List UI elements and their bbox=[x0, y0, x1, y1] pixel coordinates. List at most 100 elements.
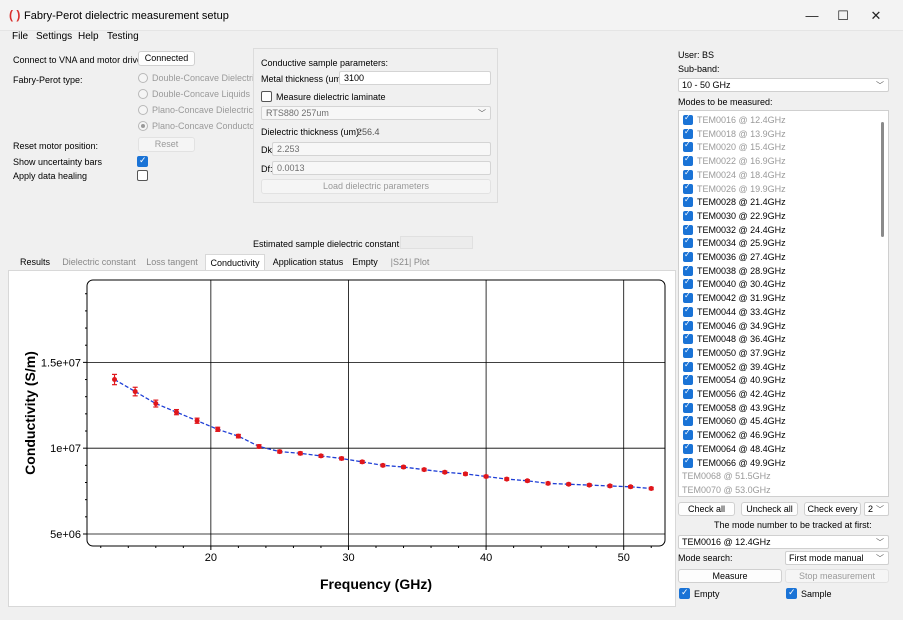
menu-testing[interactable]: Testing bbox=[107, 31, 139, 42]
list-item[interactable]: TEM0018 @ 13.9GHz bbox=[679, 127, 879, 142]
mode-checkbox[interactable] bbox=[683, 387, 693, 399]
mode-checkbox[interactable] bbox=[683, 319, 693, 331]
tab-empty[interactable]: Empty bbox=[352, 257, 378, 267]
list-item[interactable]: TEM0032 @ 24.4GHz bbox=[679, 223, 879, 238]
mode-checkbox[interactable] bbox=[683, 236, 693, 249]
list-item[interactable]: TEM0042 @ 31.9GHz bbox=[679, 291, 879, 306]
mode-checkbox[interactable] bbox=[683, 332, 693, 345]
list-item[interactable]: TEM0062 @ 46.9GHz bbox=[679, 428, 879, 443]
list-item[interactable]: TEM0048 @ 36.4GHz bbox=[679, 332, 879, 347]
list-item[interactable]: TEM0052 @ 39.4GHz bbox=[679, 360, 879, 375]
check-all-button[interactable]: Check all bbox=[678, 502, 735, 516]
list-item[interactable]: TEM0036 @ 27.4GHz bbox=[679, 250, 879, 265]
close-button[interactable]: ✕ bbox=[870, 8, 882, 23]
list-item[interactable]: TEM0046 @ 34.9GHz bbox=[679, 319, 879, 334]
mode-checkbox[interactable] bbox=[683, 182, 693, 194]
tab-results[interactable]: Results bbox=[19, 257, 50, 267]
df-input[interactable]: 0.0013 bbox=[272, 161, 491, 175]
list-item[interactable]: TEM0026 @ 19.9GHz bbox=[679, 182, 879, 197]
mode-checkbox[interactable] bbox=[683, 428, 693, 441]
stop-measurement-button[interactable]: Stop measurement bbox=[785, 569, 889, 583]
tab-loss-tangent[interactable]: Loss tangent bbox=[146, 257, 198, 267]
mode-checkbox[interactable] bbox=[683, 154, 693, 167]
check-every-select[interactable]: 2 ﹀ bbox=[864, 502, 889, 516]
list-item[interactable]: TEM0028 @ 21.4GHz bbox=[679, 195, 879, 210]
list-item[interactable]: TEM0016 @ 12.4GHz bbox=[679, 113, 879, 128]
mode-checkbox[interactable] bbox=[683, 140, 693, 153]
mode-label: TEM0066 @ 49.9GHz bbox=[697, 457, 786, 468]
mode-checkbox[interactable] bbox=[683, 373, 693, 386]
list-item[interactable]: TEM0054 @ 40.9GHz bbox=[679, 373, 879, 388]
menu-settings[interactable]: Settings bbox=[36, 31, 73, 42]
mode-checkbox[interactable] bbox=[683, 113, 693, 125]
radio-plano-concave-conductors[interactable] bbox=[138, 121, 148, 131]
list-item[interactable]: TEM0038 @ 28.9GHz bbox=[679, 264, 879, 279]
list-item[interactable]: TEM0034 @ 25.9GHz bbox=[679, 236, 879, 251]
maximize-button[interactable]: ☐ bbox=[837, 8, 849, 23]
list-item[interactable]: TEM0024 @ 18.4GHz bbox=[679, 168, 879, 183]
list-item[interactable]: TEM0056 @ 42.4GHz bbox=[679, 387, 879, 402]
menu-help[interactable]: Help bbox=[78, 31, 99, 42]
mode-checkbox[interactable] bbox=[683, 209, 693, 221]
list-item[interactable]: TEM0020 @ 15.4GHz bbox=[679, 140, 879, 155]
dk-input[interactable]: 2.253 bbox=[272, 142, 491, 156]
mode-checkbox[interactable] bbox=[683, 127, 693, 139]
radio-plano-concave-dielectrics[interactable] bbox=[138, 105, 148, 115]
data-point bbox=[297, 450, 303, 456]
list-item[interactable]: TEM0058 @ 43.9GHz bbox=[679, 401, 879, 416]
empty-checkbox[interactable] bbox=[679, 587, 690, 599]
uncheck-all-button[interactable]: Uncheck all bbox=[741, 502, 798, 516]
mode-checkbox[interactable] bbox=[683, 264, 693, 276]
uncertainty-checkbox[interactable] bbox=[137, 155, 148, 167]
sample-checkbox[interactable] bbox=[786, 587, 797, 599]
mode-checkbox[interactable] bbox=[683, 277, 693, 290]
mode-checkbox[interactable] bbox=[683, 305, 693, 317]
measure-button[interactable]: Measure bbox=[678, 569, 782, 583]
mode-checkbox[interactable] bbox=[683, 414, 693, 427]
list-item[interactable]: TEM0068 @ 51.5GHz bbox=[679, 469, 879, 484]
list-item[interactable]: TEM0030 @ 22.9GHz bbox=[679, 209, 879, 224]
chevron-down-icon: ﹀ bbox=[876, 554, 884, 563]
healing-checkbox[interactable] bbox=[137, 170, 148, 181]
subband-select[interactable]: 10 - 50 GHz ﹀ bbox=[678, 78, 889, 92]
track-select[interactable]: TEM0016 @ 12.4GHz ﹀ bbox=[678, 535, 889, 549]
mode-checkbox[interactable] bbox=[683, 360, 693, 372]
radio-double-concave-liquids[interactable] bbox=[138, 89, 148, 99]
load-dielectric-button[interactable]: Load dielectric parameters bbox=[261, 179, 491, 194]
check-every-button[interactable]: Check every bbox=[804, 502, 861, 516]
laminate-checkbox[interactable] bbox=[261, 91, 272, 102]
mode-search-select[interactable]: First mode manual ﹀ bbox=[785, 551, 889, 565]
list-item[interactable]: TEM0060 @ 45.4GHz bbox=[679, 414, 879, 429]
connect-button[interactable]: Connected bbox=[138, 51, 195, 66]
list-item[interactable]: TEM0070 @ 53.0GHz bbox=[679, 483, 879, 496]
mode-checkbox[interactable] bbox=[683, 195, 693, 208]
modes-scrollbar[interactable] bbox=[881, 122, 884, 237]
tab-dielectric-constant[interactable]: Dielectric constant bbox=[62, 257, 136, 267]
mode-checkbox[interactable] bbox=[683, 401, 693, 413]
list-item[interactable]: TEM0050 @ 37.9GHz bbox=[679, 346, 879, 361]
tab-s21-plot[interactable]: |S21| Plot bbox=[390, 257, 430, 267]
mode-checkbox[interactable] bbox=[683, 223, 693, 235]
mode-checkbox[interactable] bbox=[683, 346, 693, 358]
list-item[interactable]: TEM0022 @ 16.9GHz bbox=[679, 154, 879, 169]
mode-label: TEM0064 @ 48.4GHz bbox=[697, 443, 786, 454]
menu-file[interactable]: File bbox=[12, 31, 29, 42]
list-item[interactable]: TEM0040 @ 30.4GHz bbox=[679, 277, 879, 292]
mode-checkbox[interactable] bbox=[683, 456, 693, 468]
list-item[interactable]: TEM0064 @ 48.4GHz bbox=[679, 442, 879, 457]
mode-checkbox[interactable] bbox=[683, 250, 693, 262]
modes-list[interactable]: TEM0016 @ 12.4GHz TEM0018 @ 13.9GHz TEM002… bbox=[678, 110, 889, 497]
list-item[interactable]: TEM0066 @ 49.9GHz bbox=[679, 456, 879, 471]
reset-button[interactable]: Reset bbox=[138, 137, 195, 152]
laminate-select[interactable]: RTS880 257um ﹀ bbox=[261, 106, 491, 120]
list-item[interactable]: TEM0044 @ 33.4GHz bbox=[679, 305, 879, 320]
mode-checkbox[interactable] bbox=[683, 442, 693, 454]
radio-double-concave-dielectrics[interactable] bbox=[138, 73, 148, 83]
mode-checkbox[interactable] bbox=[683, 291, 693, 304]
mode-checkbox[interactable] bbox=[683, 168, 693, 180]
minimize-button[interactable]: — bbox=[805, 8, 819, 23]
metal-thickness-input[interactable]: 3100 bbox=[339, 71, 491, 85]
tab-application-status[interactable]: Application status bbox=[272, 257, 344, 267]
mode-label: TEM0040 @ 30.4GHz bbox=[697, 279, 786, 290]
tab-conductivity[interactable]: Conductivity bbox=[205, 254, 265, 270]
